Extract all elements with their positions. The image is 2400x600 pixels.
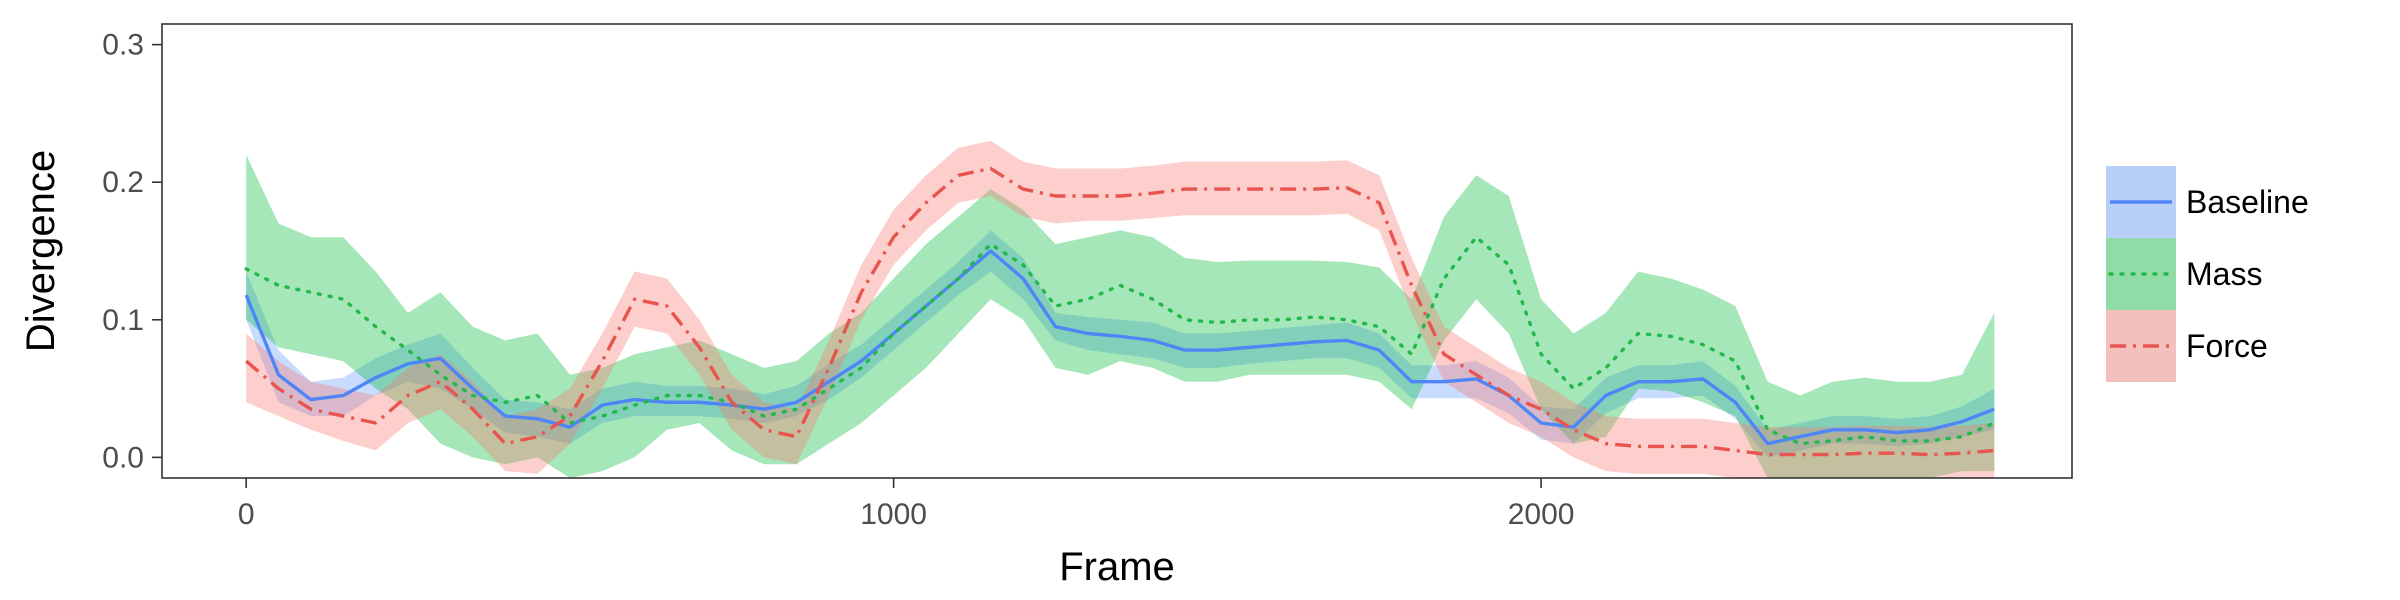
y-axis-title: Divergence [19,150,63,352]
series-lines [244,166,1996,457]
legend-label-mass: Mass [2186,256,2262,292]
x-tick-label: 1000 [860,498,927,531]
band-force [246,140,1995,478]
x-tick-label: 2000 [1508,498,1575,531]
legend-label-baseline: Baseline [2186,184,2309,220]
x-axis-title: Frame [1059,545,1175,589]
line-mass [244,235,1996,446]
legend-label-force: Force [2186,328,2268,364]
y-axis: 0.0 0.1 0.2 0.3 [102,29,162,474]
band-mass [246,154,1995,478]
line-baseline [244,249,1995,446]
legend: Baseline Mass Force [2106,166,2309,382]
y-tick-label: 0.3 [102,29,144,62]
y-tick-label: 0.1 [102,304,144,337]
line-force [245,166,1995,457]
y-tick-label: 0.0 [102,441,144,474]
x-axis: 0 1000 2000 [238,478,1575,531]
x-tick-label: 0 [238,498,255,531]
plot-panel-border [161,23,2073,479]
y-tick-label: 0.2 [102,166,144,199]
